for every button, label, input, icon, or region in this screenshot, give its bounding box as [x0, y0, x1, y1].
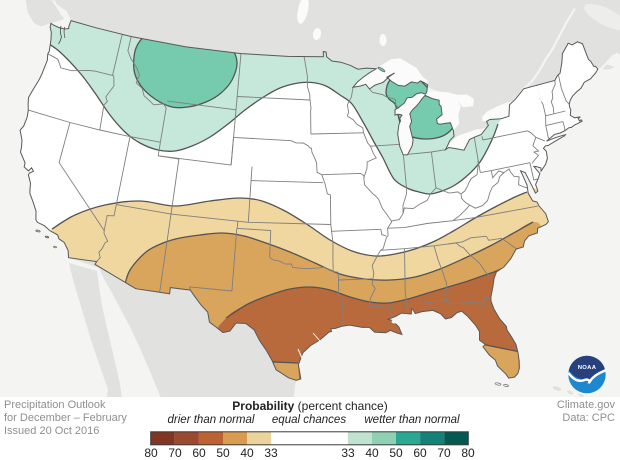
svg-text:NOAA: NOAA [578, 365, 597, 371]
